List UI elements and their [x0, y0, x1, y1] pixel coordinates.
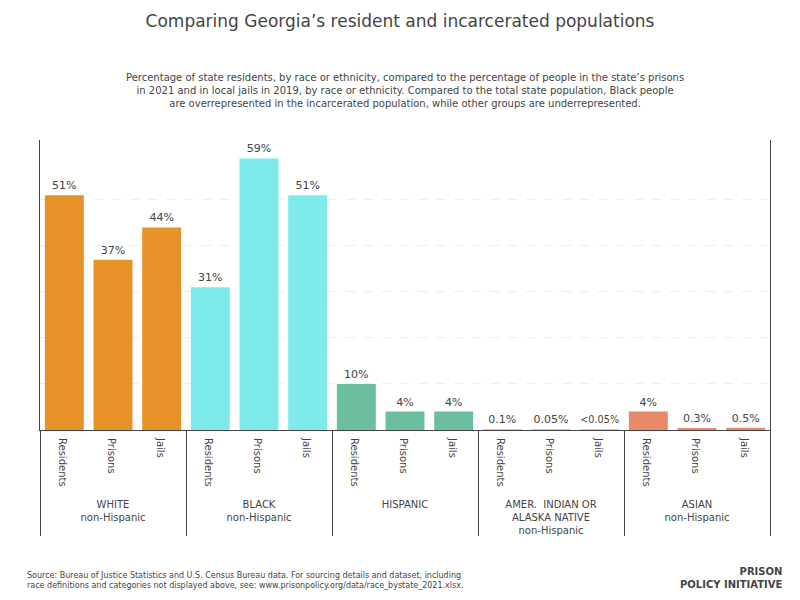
svg-text:HISPANIC: HISPANIC: [382, 499, 428, 510]
svg-text:AMER. INDIAN ORALASKA NATIVEn: AMER. INDIAN ORALASKA NATIVEnon-Hispanic: [505, 499, 596, 536]
svg-text:Source: Bureau of Justice Stat: Source: Bureau of Justice Statistics and…: [27, 571, 464, 590]
svg-text:Jails: Jails: [593, 437, 604, 458]
svg-text:37%: 37%: [101, 244, 125, 257]
svg-text:Percentage of state residents,: Percentage of state residents, by race o…: [126, 72, 684, 109]
svg-text:0.05%: 0.05%: [534, 413, 569, 426]
svg-text:Prisons: Prisons: [398, 438, 409, 474]
svg-text:59%: 59%: [247, 142, 271, 155]
svg-text:51%: 51%: [52, 179, 76, 192]
svg-text:Prisons: Prisons: [106, 438, 117, 474]
svg-text:WHITEnon-Hispanic: WHITEnon-Hispanic: [81, 499, 146, 523]
svg-text:31%: 31%: [198, 271, 222, 284]
svg-text:<0.05%: <0.05%: [580, 414, 619, 425]
svg-text:Prisons: Prisons: [544, 438, 555, 474]
svg-text:0.5%: 0.5%: [732, 412, 760, 425]
svg-text:0.1%: 0.1%: [488, 413, 516, 426]
svg-text:Comparing Georgia’s resident a: Comparing Georgia’s resident and incarce…: [146, 11, 655, 31]
svg-text:Prisons: Prisons: [690, 438, 701, 474]
svg-text:51%: 51%: [295, 179, 319, 192]
svg-text:Prisons: Prisons: [252, 438, 263, 474]
svg-text:4%: 4%: [396, 396, 413, 409]
svg-text:44%: 44%: [149, 211, 173, 224]
svg-text:Jails: Jails: [155, 437, 166, 458]
svg-text:Residents: Residents: [349, 438, 360, 487]
svg-text:ASIANnon-Hispanic: ASIANnon-Hispanic: [665, 499, 730, 523]
svg-text:Jails: Jails: [301, 437, 312, 458]
svg-text:0.3%: 0.3%: [683, 412, 711, 425]
svg-text:Jails: Jails: [447, 437, 458, 458]
svg-text:4%: 4%: [445, 396, 462, 409]
svg-text:Residents: Residents: [57, 438, 68, 487]
svg-text:10%: 10%: [344, 368, 368, 381]
svg-text:Residents: Residents: [203, 438, 214, 487]
svg-text:PRISONPOLICY INITIATIVE: PRISONPOLICY INITIATIVE: [680, 566, 783, 590]
svg-text:Residents: Residents: [495, 438, 506, 487]
svg-text:BLACKnon-Hispanic: BLACKnon-Hispanic: [227, 499, 292, 523]
svg-text:Jails: Jails: [739, 437, 750, 458]
svg-text:4%: 4%: [640, 396, 657, 409]
svg-text:Residents: Residents: [641, 438, 652, 487]
